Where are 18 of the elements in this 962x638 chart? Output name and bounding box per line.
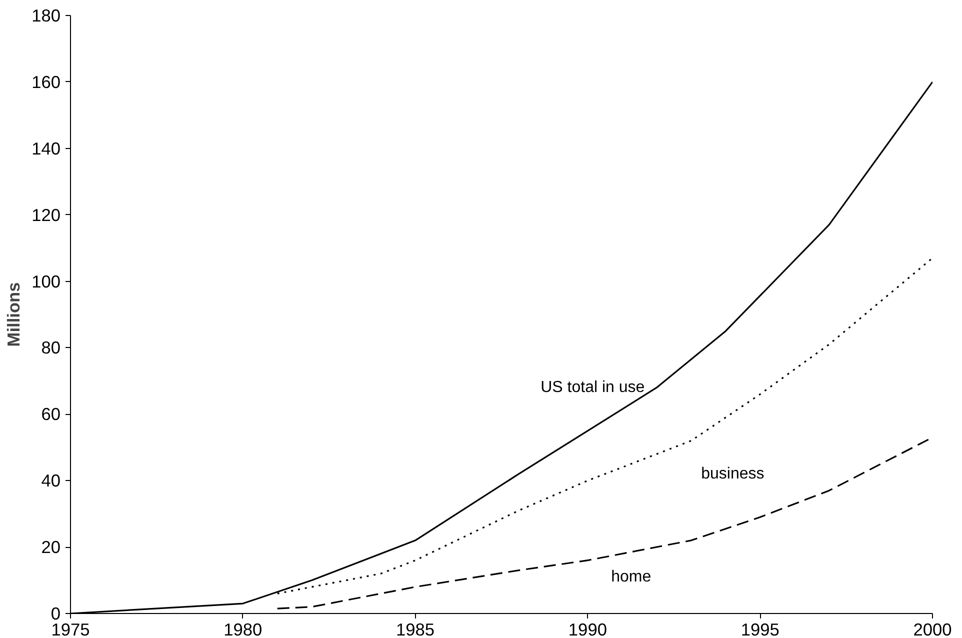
y-tick-label: 80: [41, 338, 61, 358]
y-tick-label: 60: [41, 404, 61, 424]
y-axis-title: Millions: [4, 282, 24, 347]
x-tick-label: 2000: [913, 620, 952, 638]
y-tick-label: 140: [32, 138, 61, 158]
series-label: US total in use: [540, 379, 645, 396]
y-tick-label: 120: [32, 204, 61, 225]
y-tick-label: 20: [41, 537, 61, 558]
x-tick-label: 1995: [740, 620, 780, 638]
y-tick-label: 40: [41, 470, 61, 491]
x-tick-label: 1990: [568, 620, 607, 638]
series-label: home: [611, 568, 652, 586]
x-tick-label: 1980: [224, 620, 262, 638]
y-tick-label: 180: [32, 6, 61, 26]
y-tick-label: 160: [32, 72, 61, 92]
x-tick-label: 1985: [396, 620, 435, 638]
y-tick-label: 100: [32, 271, 61, 292]
series-label: business: [701, 466, 764, 483]
